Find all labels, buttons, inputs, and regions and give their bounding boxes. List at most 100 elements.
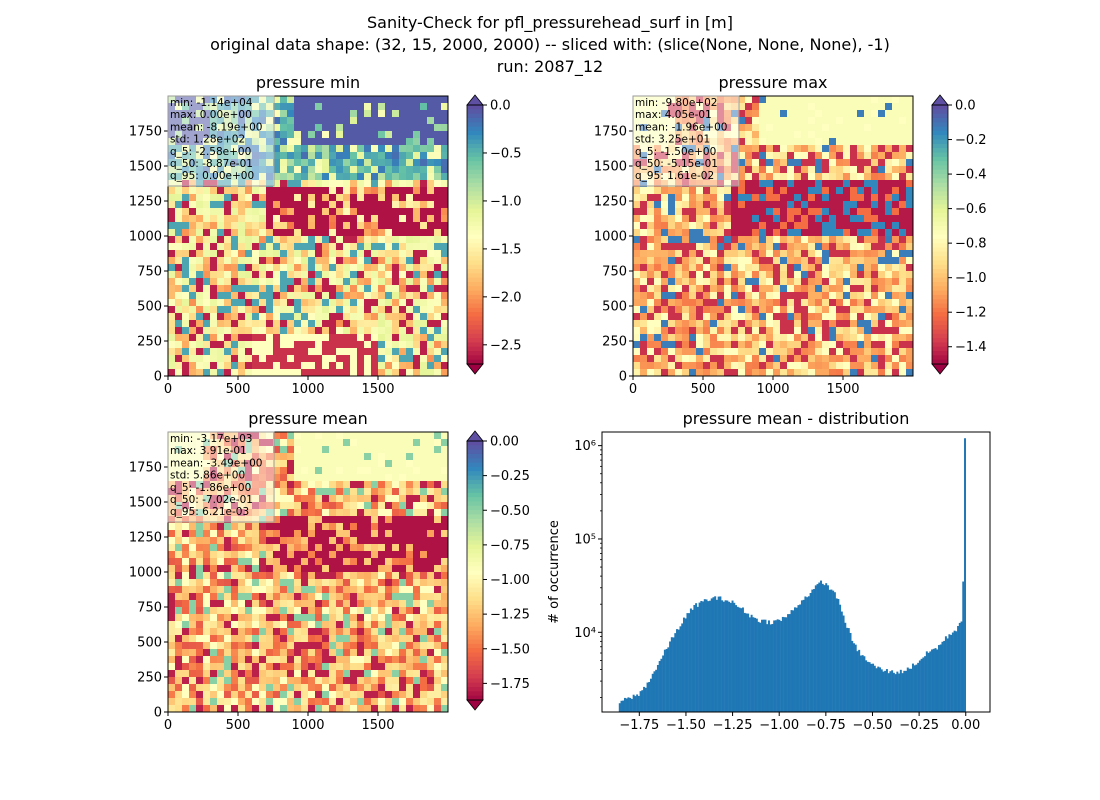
heatmap-cell [413,320,421,328]
heatmap-cell [308,334,316,342]
heatmap-cell [350,229,358,237]
heatmap-cell [224,628,232,636]
heatmap-cell [766,264,774,272]
heatmap-cell [878,320,886,328]
heatmap-cell [892,159,900,167]
heatmap-cell [343,201,351,209]
heatmap-cell [420,257,428,265]
heatmap-cell [633,348,641,356]
heatmap-cell [322,551,330,559]
heatmap-cell [392,313,400,321]
heatmap-cell [301,173,309,181]
heatmap-cell [329,152,337,160]
heatmap-cell [343,229,351,237]
heatmap-cell [899,138,907,146]
heatmap-cell [794,222,802,230]
heatmap-cell [892,327,900,335]
heatmap-cell [217,278,225,286]
heatmap-cell [280,166,288,174]
heatmap-cell [252,208,260,216]
heatmap-cell [427,208,435,216]
heatmap-cell [829,320,837,328]
heatmap-cell [899,180,907,188]
heatmap-cell [801,215,809,223]
heatmap-cell [287,572,295,580]
heatmap-cell [329,187,337,195]
heatmap-cell [350,649,358,657]
heatmap-cell [420,593,428,601]
heatmap-cell [843,243,851,251]
heatmap-cell [864,243,872,251]
heatmap-cell [343,691,351,699]
heatmap-cell [661,369,669,377]
heatmap-cell [259,194,267,202]
heatmap-cell [399,271,407,279]
heatmap-cell [717,138,725,146]
heatmap-cell [196,551,204,559]
heatmap-cell [203,145,211,153]
heatmap-cell [406,586,414,594]
heatmap-cell [301,558,309,566]
heatmap-cell [287,110,295,118]
heatmap-cell [301,509,309,517]
heatmap-cell [322,572,330,580]
heatmap-cell [717,194,725,202]
heatmap-cell [675,313,683,321]
heatmap-cell [717,313,725,321]
heatmap-cell [294,635,302,643]
heatmap-cell [336,523,344,531]
heatmap-cell [871,124,879,132]
heatmap-cell [336,362,344,370]
heatmap-cell [266,593,274,601]
heatmap-cell [357,145,365,153]
heatmap-cell [343,558,351,566]
heatmap-cell [787,327,795,335]
heatmap-cell [864,180,872,188]
heatmap-cell [738,348,746,356]
heatmap-cell [301,271,309,279]
heatmap-cell [413,117,421,125]
heatmap-cell [864,355,872,363]
heatmap-cell [182,215,190,223]
heatmap-cell [420,299,428,307]
heatmap-cell [294,684,302,692]
heatmap-cell [801,229,809,237]
heatmap-cell [350,243,358,251]
heatmap-cell [434,488,442,496]
heatmap-cell [364,173,372,181]
heatmap-cell [710,145,718,153]
colorbar-segment [467,156,483,162]
heatmap-cell [399,306,407,314]
heatmap-cell [392,131,400,139]
heatmap-cell [308,432,316,440]
heatmap-cell [189,481,197,489]
heatmap-cell [315,320,323,328]
heatmap-cell [210,124,218,132]
heatmap-cell [710,201,718,209]
heatmap-cell [343,110,351,118]
heatmap-cell [266,677,274,685]
heatmap-cell [710,355,718,363]
heatmap-cell [378,523,386,531]
heatmap-cell [196,565,204,573]
heatmap-cell [287,334,295,342]
heatmap-cell [189,110,197,118]
heatmap-cell [710,110,718,118]
heatmap-cell [245,663,253,671]
heatmap-cell [633,96,641,104]
heatmap-cell [217,684,225,692]
heatmap-cell [703,362,711,370]
heatmap-cell [794,313,802,321]
heatmap-cell [773,292,781,300]
heatmap-cell [217,313,225,321]
heatmap-cell [189,516,197,524]
heatmap-cell [427,558,435,566]
heatmap-cell [378,369,386,377]
heatmap-cell [287,355,295,363]
heatmap-cell [434,642,442,650]
heatmap-cell [343,432,351,440]
heatmap-cell [668,334,676,342]
heatmap-cell [217,705,225,713]
heatmap-cell [294,201,302,209]
heatmap-cell [266,96,274,104]
